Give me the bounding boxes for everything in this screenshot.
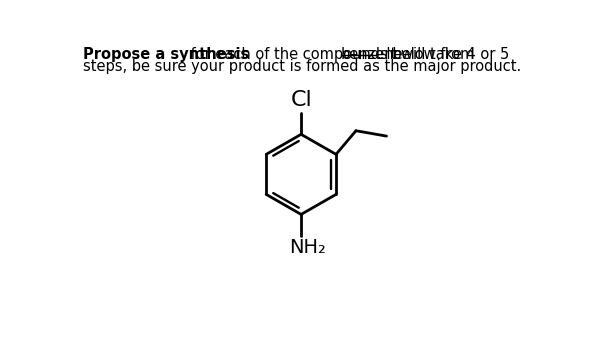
Text: steps, be sure your product is formed as the major product.: steps, be sure your product is formed as… [82, 59, 521, 74]
Text: Propose a synthesis: Propose a synthesis [82, 47, 249, 62]
Text: Cl: Cl [290, 91, 312, 110]
Text: benzene: benzene [341, 47, 403, 62]
Text: NH₂: NH₂ [289, 238, 326, 257]
Text: . It will take 4 or 5: . It will take 4 or 5 [377, 47, 510, 62]
Text: for each of the compounds below from: for each of the compounds below from [186, 47, 478, 62]
